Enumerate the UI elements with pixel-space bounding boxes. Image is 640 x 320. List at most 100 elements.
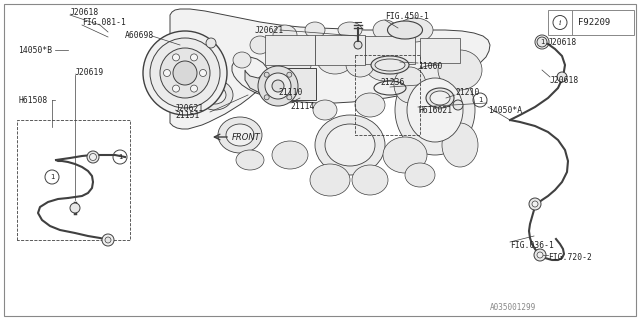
Ellipse shape [430, 91, 450, 105]
Polygon shape [170, 9, 490, 129]
Circle shape [102, 234, 114, 246]
Circle shape [150, 38, 220, 108]
Circle shape [191, 54, 198, 61]
Ellipse shape [317, 46, 353, 74]
Ellipse shape [197, 80, 233, 110]
Circle shape [532, 201, 538, 207]
Ellipse shape [397, 18, 433, 42]
Circle shape [87, 151, 99, 163]
Polygon shape [245, 70, 310, 97]
Text: 1: 1 [477, 97, 483, 103]
Ellipse shape [405, 163, 435, 187]
Text: J20621: J20621 [255, 26, 284, 35]
Circle shape [258, 66, 298, 106]
Text: H616021: H616021 [418, 106, 452, 115]
Ellipse shape [438, 50, 482, 90]
Ellipse shape [313, 100, 337, 120]
Ellipse shape [273, 25, 297, 45]
Text: 1: 1 [540, 39, 544, 45]
Circle shape [287, 72, 292, 77]
Ellipse shape [315, 115, 385, 175]
Ellipse shape [365, 49, 405, 81]
Circle shape [163, 69, 170, 76]
Circle shape [354, 41, 362, 49]
Circle shape [160, 48, 210, 98]
Circle shape [529, 198, 541, 210]
Text: J20618: J20618 [70, 7, 99, 17]
Ellipse shape [442, 123, 478, 167]
Circle shape [272, 80, 284, 92]
Ellipse shape [233, 52, 251, 68]
Text: J20621: J20621 [175, 103, 204, 113]
Circle shape [206, 38, 216, 48]
Ellipse shape [387, 21, 422, 39]
Circle shape [191, 85, 198, 92]
Text: 21110: 21110 [278, 87, 302, 97]
Text: J20618: J20618 [550, 76, 579, 84]
Ellipse shape [346, 53, 374, 77]
Ellipse shape [204, 86, 226, 104]
Circle shape [264, 72, 269, 77]
Ellipse shape [325, 124, 375, 166]
Circle shape [200, 69, 207, 76]
Circle shape [287, 95, 292, 100]
Circle shape [173, 54, 179, 61]
Ellipse shape [338, 22, 362, 38]
Ellipse shape [272, 141, 308, 169]
Ellipse shape [236, 150, 264, 170]
Circle shape [143, 31, 227, 115]
Circle shape [265, 73, 291, 99]
Circle shape [105, 237, 111, 243]
Text: 1: 1 [50, 174, 54, 180]
FancyBboxPatch shape [278, 68, 316, 100]
Ellipse shape [383, 137, 427, 173]
Ellipse shape [426, 88, 454, 108]
Text: 1: 1 [118, 154, 122, 160]
Circle shape [173, 85, 179, 92]
Ellipse shape [218, 117, 262, 153]
Circle shape [264, 95, 269, 100]
Text: 21236: 21236 [380, 77, 404, 86]
Ellipse shape [375, 59, 405, 71]
Circle shape [173, 61, 197, 85]
FancyBboxPatch shape [420, 37, 460, 62]
Text: 11060: 11060 [418, 61, 442, 70]
Circle shape [537, 37, 547, 47]
Text: 21151: 21151 [175, 110, 200, 119]
Ellipse shape [355, 93, 385, 117]
Text: i: i [559, 19, 561, 27]
Text: 14050*B: 14050*B [18, 45, 52, 54]
Ellipse shape [310, 164, 350, 196]
Text: 21210: 21210 [455, 87, 479, 97]
Text: FIG.036-1: FIG.036-1 [510, 241, 554, 250]
Ellipse shape [256, 73, 284, 97]
Text: H61508: H61508 [18, 95, 47, 105]
Ellipse shape [352, 165, 388, 195]
Text: FRONT: FRONT [232, 132, 260, 141]
Ellipse shape [395, 65, 475, 155]
Text: 21114: 21114 [290, 101, 314, 110]
Circle shape [70, 203, 80, 213]
Text: FIG.450-1: FIG.450-1 [385, 12, 429, 20]
Text: A035001299: A035001299 [490, 303, 536, 312]
Text: F92209: F92209 [578, 18, 611, 27]
Text: A60698: A60698 [125, 30, 154, 39]
Circle shape [453, 100, 463, 110]
Text: J20618: J20618 [548, 37, 577, 46]
FancyBboxPatch shape [265, 35, 315, 65]
Text: FIG.081-1: FIG.081-1 [82, 18, 126, 27]
Circle shape [90, 154, 97, 161]
Text: J20619: J20619 [75, 68, 104, 76]
Ellipse shape [226, 124, 254, 146]
Text: FIG.720-2: FIG.720-2 [548, 253, 592, 262]
FancyBboxPatch shape [365, 36, 415, 64]
Ellipse shape [407, 78, 463, 142]
Ellipse shape [250, 36, 270, 54]
Ellipse shape [305, 22, 325, 38]
Ellipse shape [371, 56, 409, 74]
Text: 14050*A: 14050*A [488, 106, 522, 115]
Circle shape [557, 72, 567, 82]
Ellipse shape [394, 67, 426, 103]
Ellipse shape [279, 52, 311, 78]
Ellipse shape [373, 20, 397, 40]
